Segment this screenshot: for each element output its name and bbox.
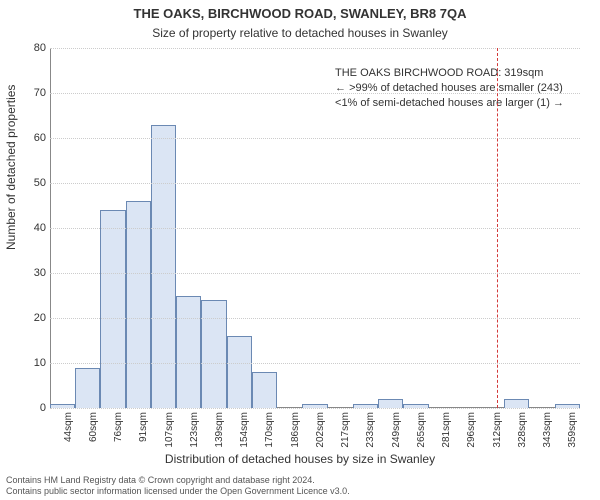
annotation-line: <1% of semi-detached houses are larger (… [335, 96, 564, 111]
x-tick-label: 312sqm [492, 412, 503, 448]
grid-line [50, 48, 580, 49]
x-tick-label: 249sqm [391, 412, 402, 448]
x-tick-label: 139sqm [214, 412, 225, 448]
x-tick-label: 170sqm [264, 412, 275, 448]
histogram-chart: THE OAKS, BIRCHWOOD ROAD, SWANLEY, BR8 7… [0, 0, 600, 500]
x-tick-label: 343sqm [542, 412, 553, 448]
plot-area: 44sqm60sqm76sqm91sqm107sqm123sqm139sqm15… [50, 48, 580, 408]
histogram-bar [126, 201, 151, 408]
y-tick-label: 70 [34, 87, 46, 99]
grid-line [50, 228, 580, 229]
x-tick-label: 265sqm [416, 412, 427, 448]
y-tick-label: 80 [34, 42, 46, 54]
x-tick-label: 154sqm [239, 412, 250, 448]
histogram-bar [252, 372, 277, 408]
chart-title: THE OAKS, BIRCHWOOD ROAD, SWANLEY, BR8 7… [0, 6, 600, 21]
y-tick-label: 30 [34, 267, 46, 279]
x-tick-label: 281sqm [441, 412, 452, 448]
x-tick-label: 60sqm [88, 412, 99, 442]
y-tick-label: 50 [34, 177, 46, 189]
histogram-bar [201, 300, 226, 408]
grid-line [50, 408, 580, 409]
y-tick-label: 60 [34, 132, 46, 144]
x-tick-label: 76sqm [113, 412, 124, 442]
histogram-bar [378, 399, 403, 408]
histogram-bar [75, 368, 100, 409]
x-tick-label: 359sqm [567, 412, 578, 448]
grid-line [50, 363, 580, 364]
y-axis-label: Number of detached properties [4, 85, 18, 250]
x-tick-label: 91sqm [138, 412, 149, 442]
annotation-line: THE OAKS BIRCHWOOD ROAD: 319sqm [335, 66, 564, 81]
property-marker-line [497, 48, 498, 408]
grid-line [50, 273, 580, 274]
x-axis-label: Distribution of detached houses by size … [0, 452, 600, 466]
y-tick-label: 10 [34, 357, 46, 369]
x-tick-label: 202sqm [315, 412, 326, 448]
footer-line-1: Contains HM Land Registry data © Crown c… [6, 475, 594, 487]
x-tick-label: 296sqm [466, 412, 477, 448]
histogram-bar [100, 210, 125, 408]
y-tick-label: 40 [34, 222, 46, 234]
x-tick-label: 328sqm [517, 412, 528, 448]
x-tick-label: 44sqm [63, 412, 74, 442]
footer-attribution: Contains HM Land Registry data © Crown c… [6, 475, 594, 498]
marker-annotation: THE OAKS BIRCHWOOD ROAD: 319sqm← >99% of… [335, 66, 564, 111]
grid-line [50, 183, 580, 184]
histogram-bar [151, 125, 176, 409]
grid-line [50, 138, 580, 139]
x-tick-label: 186sqm [290, 412, 301, 448]
x-tick-label: 217sqm [340, 412, 351, 448]
x-tick-label: 107sqm [164, 412, 175, 448]
y-tick-label: 20 [34, 312, 46, 324]
histogram-bar [504, 399, 529, 408]
x-tick-label: 233sqm [365, 412, 376, 448]
y-tick-label: 0 [40, 402, 46, 414]
grid-line [50, 318, 580, 319]
histogram-bar [227, 336, 252, 408]
chart-subtitle: Size of property relative to detached ho… [0, 26, 600, 40]
x-tick-label: 123sqm [189, 412, 200, 448]
footer-line-2: Contains public sector information licen… [6, 486, 594, 498]
grid-line [50, 93, 580, 94]
histogram-bar [176, 296, 201, 409]
